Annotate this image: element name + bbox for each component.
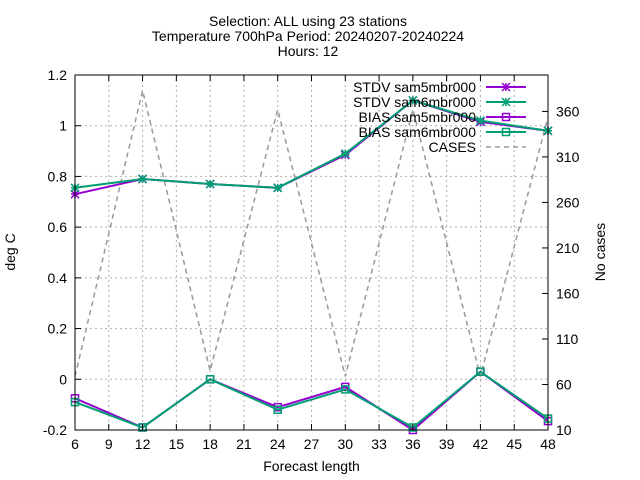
grid bbox=[75, 75, 548, 430]
legend-marker bbox=[501, 127, 511, 137]
y-tick-label: 1.2 bbox=[48, 67, 68, 83]
x-tick-label: 45 bbox=[506, 436, 522, 452]
x-axis-label: Forecast length bbox=[263, 458, 360, 474]
y-tick-label: -0.2 bbox=[43, 422, 67, 438]
x-tick-label: 15 bbox=[169, 436, 185, 452]
x-tick-label: 6 bbox=[71, 436, 79, 452]
title-line: Selection: ALL using 23 stations bbox=[209, 13, 407, 29]
y2-tick-label: 110 bbox=[556, 331, 579, 347]
series-cases bbox=[74, 90, 549, 377]
x-tick-label: 21 bbox=[236, 436, 252, 452]
series-bias-sam6mbr000 bbox=[70, 367, 553, 432]
y-tick-label: 0 bbox=[59, 371, 67, 387]
y-axis-label: deg C bbox=[2, 233, 18, 270]
data-point bbox=[273, 183, 283, 193]
x-tick-label: 27 bbox=[304, 436, 320, 452]
y2-tick-label: 160 bbox=[556, 285, 580, 301]
x-tick-label: 30 bbox=[337, 436, 353, 452]
legend-marker bbox=[501, 97, 511, 107]
legend-label: BIAS sam5mbr000 bbox=[359, 109, 477, 125]
series-layer bbox=[70, 90, 553, 435]
legend-marker bbox=[501, 82, 511, 92]
data-point bbox=[408, 95, 418, 105]
data-point bbox=[273, 405, 282, 414]
series-line bbox=[74, 370, 549, 429]
y-axis: -0.2 0 0.2 0.4 0.6 0.8 1 1.2 bbox=[43, 67, 81, 438]
data-point bbox=[341, 385, 350, 394]
y-tick-label: 1 bbox=[59, 118, 67, 134]
x-tick-label: 42 bbox=[473, 436, 489, 452]
series-line bbox=[74, 99, 549, 189]
y2-tick-label: 260 bbox=[556, 194, 580, 210]
y2-tick-label: 310 bbox=[556, 149, 580, 165]
legend-label: STDV sam6mbr000 bbox=[353, 94, 476, 110]
legend-label: STDV sam5mbr000 bbox=[353, 79, 476, 95]
y2-tick-label: 210 bbox=[556, 240, 580, 256]
y2-axis-label: No cases bbox=[592, 223, 608, 281]
data-point bbox=[475, 116, 485, 126]
x-tick-label: 36 bbox=[405, 436, 421, 452]
legend-label: BIAS sam6mbr000 bbox=[359, 124, 477, 140]
legend-marker bbox=[501, 112, 511, 122]
legend-label: CASES bbox=[429, 139, 476, 155]
data-point bbox=[205, 179, 215, 189]
y2-tick-label: 360 bbox=[556, 103, 580, 119]
x-tick-label: 24 bbox=[270, 436, 286, 452]
x-tick-label: 39 bbox=[439, 436, 455, 452]
data-point bbox=[138, 174, 148, 184]
y2-tick-label: 10 bbox=[556, 422, 572, 438]
data-point bbox=[476, 367, 485, 376]
data-point bbox=[408, 423, 418, 432]
chart-title: Selection: ALL using 23 stationsTemperat… bbox=[152, 13, 464, 59]
x-tick-label: 18 bbox=[202, 436, 218, 452]
y-tick-label: 0.6 bbox=[48, 219, 68, 235]
x-axis: 6 9 12 15 18 21 24 27 30 33 36 39 42 45 48 bbox=[71, 75, 556, 452]
x-tick-label: 33 bbox=[371, 436, 387, 452]
x-tick-label: 12 bbox=[135, 436, 151, 452]
y-tick-label: 0.4 bbox=[48, 270, 68, 286]
x-tick-label: 9 bbox=[105, 436, 113, 452]
series-line bbox=[74, 90, 549, 377]
y2-axis: 10 60 110 160 210 260 310 360 bbox=[542, 103, 580, 438]
data-point bbox=[340, 149, 350, 159]
title-line: Temperature 700hPa Period: 20240207-2024… bbox=[152, 28, 464, 44]
data-point bbox=[205, 375, 215, 384]
y-tick-label: 0.8 bbox=[48, 168, 68, 184]
y-tick-label: 0.2 bbox=[48, 321, 68, 337]
x-tick-label: 48 bbox=[540, 436, 556, 452]
data-point bbox=[138, 423, 147, 432]
y2-tick-label: 60 bbox=[556, 376, 572, 392]
title-line: Hours: 12 bbox=[278, 43, 339, 59]
